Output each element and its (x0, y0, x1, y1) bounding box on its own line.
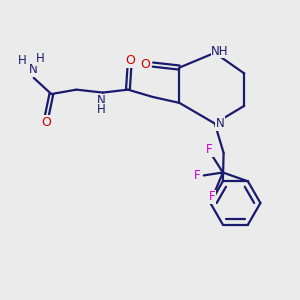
Text: NH: NH (211, 45, 229, 58)
Text: H: H (18, 54, 27, 67)
Text: H: H (97, 103, 106, 116)
Text: H: H (36, 52, 44, 65)
Text: F: F (209, 190, 216, 203)
Text: O: O (125, 54, 135, 67)
Text: N: N (29, 63, 38, 76)
Text: N: N (97, 94, 106, 107)
Text: O: O (41, 116, 51, 128)
Text: O: O (141, 58, 151, 71)
Text: F: F (206, 143, 213, 156)
Text: F: F (194, 169, 201, 182)
Text: N: N (216, 117, 224, 130)
